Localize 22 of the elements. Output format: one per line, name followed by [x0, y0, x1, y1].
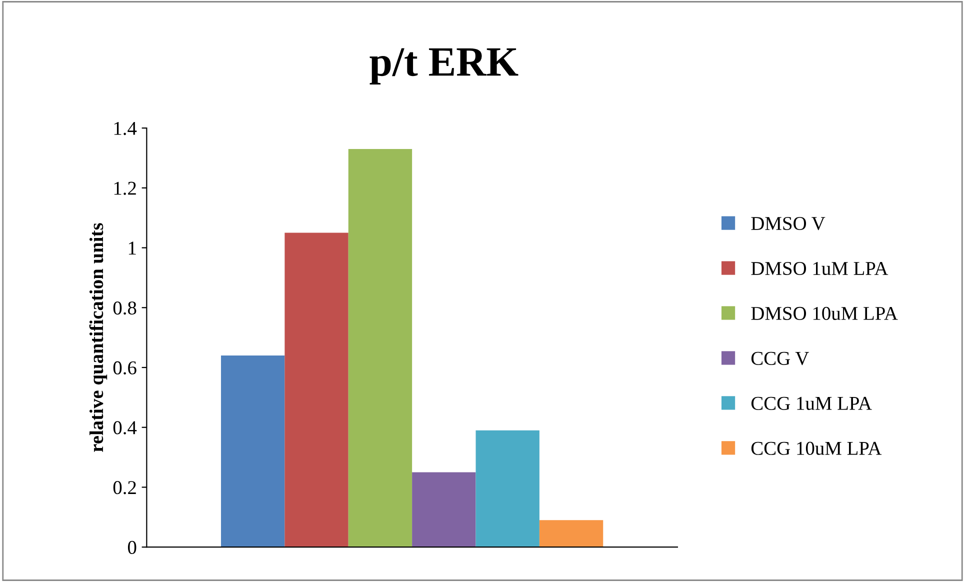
y-axis-title: relative quantification units — [89, 223, 108, 452]
bar — [220, 356, 285, 548]
bar — [348, 148, 412, 548]
legend-label: CCG 1uM LPA — [751, 396, 872, 410]
y-tick-label: 0.4 — [113, 421, 137, 434]
legend-label: CCG V — [751, 352, 809, 366]
legend-label: DMSO 10uM LPA — [751, 306, 898, 320]
y-tick-label: 0.8 — [113, 301, 136, 315]
y-tick-label: 0.2 — [113, 481, 136, 494]
bar — [284, 232, 348, 548]
y-tick-label: 0.6 — [113, 361, 136, 375]
y-tick-label: 0 — [128, 540, 136, 554]
legend-label: DMSO 1uM LPA — [751, 262, 888, 276]
legend-label: CCG 10uM LPA — [751, 442, 882, 455]
bar — [539, 520, 604, 548]
bar — [412, 472, 476, 548]
y-tick-label: 1 — [128, 242, 136, 255]
bar — [476, 430, 540, 548]
y-tick-label: 1.4 — [114, 122, 137, 136]
legend-label: DMSO V — [751, 216, 826, 230]
y-tick-label: 1.2 — [114, 182, 136, 195]
chart-title: p/t ERK — [370, 48, 518, 85]
